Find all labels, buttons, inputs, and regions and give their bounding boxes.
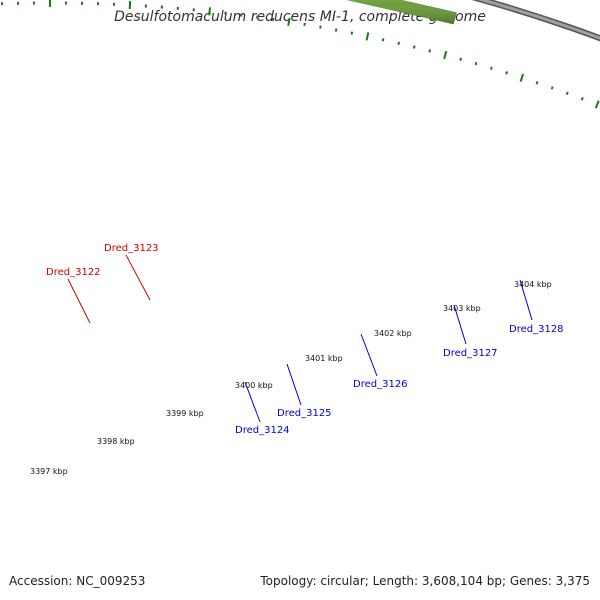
inner-minor-tick <box>319 25 322 29</box>
inner-minor-tick <box>428 49 432 53</box>
inner-minor-tick <box>381 38 385 42</box>
scale-label: 3402 kbp <box>374 329 412 338</box>
gene-label-leader <box>125 254 151 301</box>
gene-label-leader <box>67 278 91 324</box>
backbone-shadow <box>471 0 600 42</box>
inner-minor-tick <box>459 57 463 61</box>
inner-minor-tick <box>550 86 554 90</box>
gene-label: Dred_3124 <box>235 425 290 436</box>
inner-major-tick <box>594 100 600 109</box>
inner-major-tick <box>208 7 212 16</box>
scale-labels: 3397 kbp 3398 kbp 3399 kbp 3400 kbp 3401 kbp… <box>30 280 552 476</box>
gene-arrow <box>345 0 457 25</box>
gene-label: Dred_3123 <box>104 243 159 254</box>
inner-minor-tick <box>489 66 493 70</box>
scale-label: 3404 kbp <box>514 280 552 289</box>
genome-stats-label: Topology: circular; Length: 3,608,104 bp… <box>260 574 590 588</box>
inner-minor-tick <box>505 71 509 75</box>
gene-label-leader <box>453 304 467 345</box>
inner-tick-track <box>0 0 600 109</box>
gene-label: Dred_3126 <box>353 379 408 390</box>
gene-labels: Dred_3122 Dred_3123 Dred_3124 Dred_3125 Dred… <box>46 243 564 436</box>
gene-label: Dred_3122 <box>46 267 101 278</box>
gene-label: Dred_3125 <box>277 408 332 419</box>
inner-minor-tick <box>474 61 478 66</box>
gene-arrow-gloss <box>347 0 457 25</box>
gene-label-leader <box>360 333 378 377</box>
inner-major-tick <box>365 32 370 41</box>
feature-track <box>345 0 457 25</box>
map-title: Desulfotomaculum reducens MI-1, complete… <box>114 9 486 25</box>
gene-label-leader <box>286 363 302 406</box>
scale-label: 3398 kbp <box>97 437 135 446</box>
gene-label-leader <box>244 381 261 423</box>
inner-minor-tick <box>535 81 539 85</box>
inner-major-tick <box>443 50 448 60</box>
inner-major-tick <box>519 73 525 82</box>
scale-label: 3399 kbp <box>166 409 204 418</box>
accession-label: Accession: NC_009253 <box>9 574 146 588</box>
inner-minor-tick <box>334 28 338 32</box>
scale-label: 3397 kbp <box>30 467 68 476</box>
inner-minor-tick <box>580 97 584 101</box>
inner-minor-tick <box>397 41 401 46</box>
inner-minor-tick <box>350 31 354 35</box>
inner-major-tick <box>287 17 291 26</box>
gene-label: Dred_3128 <box>509 324 564 335</box>
scale-label: 3400 kbp <box>235 381 273 390</box>
inner-minor-tick <box>565 91 569 96</box>
inner-minor-tick <box>303 22 306 27</box>
scale-label: 3403 kbp <box>443 304 481 313</box>
scale-label: 3401 kbp <box>305 354 343 363</box>
gene-label: Dred_3127 <box>443 348 498 359</box>
gene-label-leader <box>519 279 533 321</box>
genome-backbone <box>471 0 600 42</box>
backbone-line <box>476 0 600 40</box>
inner-minor-tick <box>412 45 416 49</box>
